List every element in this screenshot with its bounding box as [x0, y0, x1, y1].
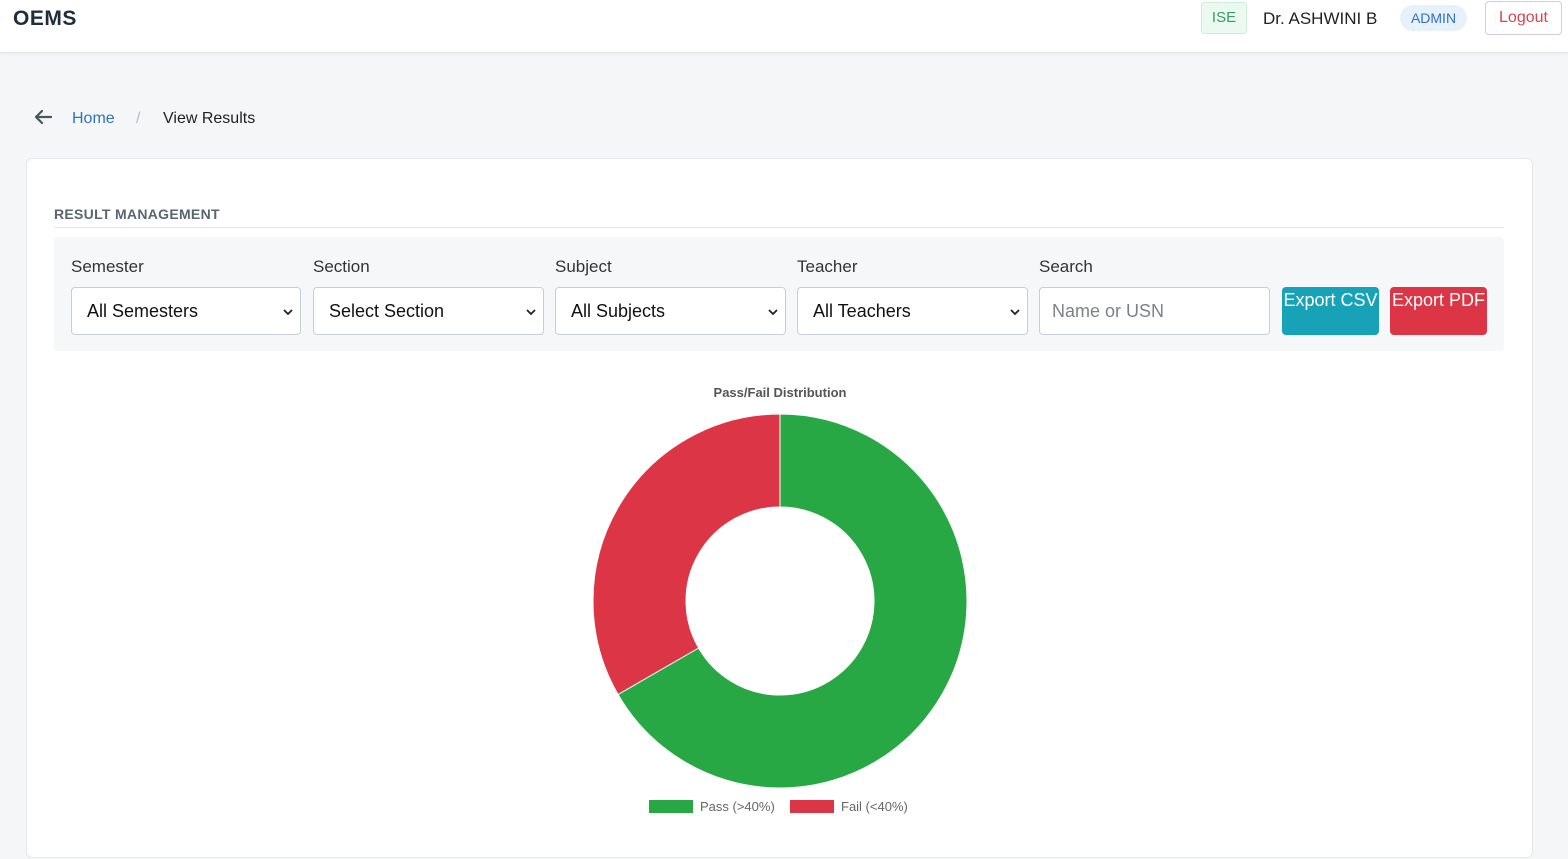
top-navbar: OEMS ISE Dr. ASHWINI B ADMIN Logout — [0, 0, 1568, 53]
search-label: Search — [1039, 257, 1093, 276]
chevron-down-icon — [283, 309, 293, 316]
brand-logo[interactable]: OEMS — [13, 7, 77, 30]
filter-bar: Semester All Semesters Section Select Se… — [54, 237, 1504, 351]
chart-slice-pass[interactable] — [617, 413, 968, 789]
arrow-left-icon[interactable] — [32, 106, 54, 128]
breadcrumb-current: View Results — [163, 110, 256, 127]
legend-label[interactable]: Fail (<40%) — [841, 799, 908, 814]
section-label: Section — [313, 257, 370, 276]
section-divider — [54, 227, 1504, 228]
export-csv-button[interactable]: Export CSV — [1282, 287, 1379, 335]
semester-select[interactable]: All Semesters — [71, 287, 301, 335]
results-card: RESULT MANAGEMENT Semester All Semesters… — [26, 158, 1533, 858]
semester-label: Semester — [71, 257, 144, 276]
legend-label[interactable]: Pass (>40%) — [700, 799, 775, 814]
section-title: RESULT MANAGEMENT — [54, 206, 220, 222]
section-selected: Select Section — [329, 301, 445, 321]
breadcrumb-home-link[interactable]: Home — [72, 110, 115, 127]
chart-slice-fail[interactable] — [592, 413, 781, 696]
legend-swatch[interactable] — [790, 800, 834, 813]
teacher-select[interactable]: All Teachers — [797, 287, 1028, 335]
export-pdf-button[interactable]: Export PDF — [1390, 287, 1487, 335]
chart-title: Pass/Fail Distribution — [714, 385, 847, 400]
legend-swatch[interactable] — [649, 800, 693, 813]
subject-label: Subject — [555, 257, 612, 276]
role-badge: ADMIN — [1400, 5, 1467, 31]
subject-selected: All Subjects — [571, 301, 666, 321]
subject-select[interactable]: All Subjects — [555, 287, 786, 335]
pass-fail-chart: Pass/Fail Distribution Pass (>40%) Fail (… — [592, 385, 968, 814]
chevron-down-icon — [1010, 309, 1020, 316]
chevron-down-icon — [526, 309, 536, 316]
logout-button[interactable]: Logout — [1485, 1, 1562, 35]
semester-selected: All Semesters — [87, 301, 199, 321]
user-name: Dr. ASHWINI B — [1263, 9, 1378, 28]
teacher-selected: All Teachers — [813, 301, 911, 321]
breadcrumb-separator: / — [136, 110, 141, 127]
chevron-down-icon — [768, 309, 778, 316]
section-select[interactable]: Select Section — [313, 287, 544, 335]
search-input[interactable] — [1039, 287, 1270, 335]
teacher-label: Teacher — [797, 257, 858, 276]
department-badge: ISE — [1201, 2, 1247, 34]
